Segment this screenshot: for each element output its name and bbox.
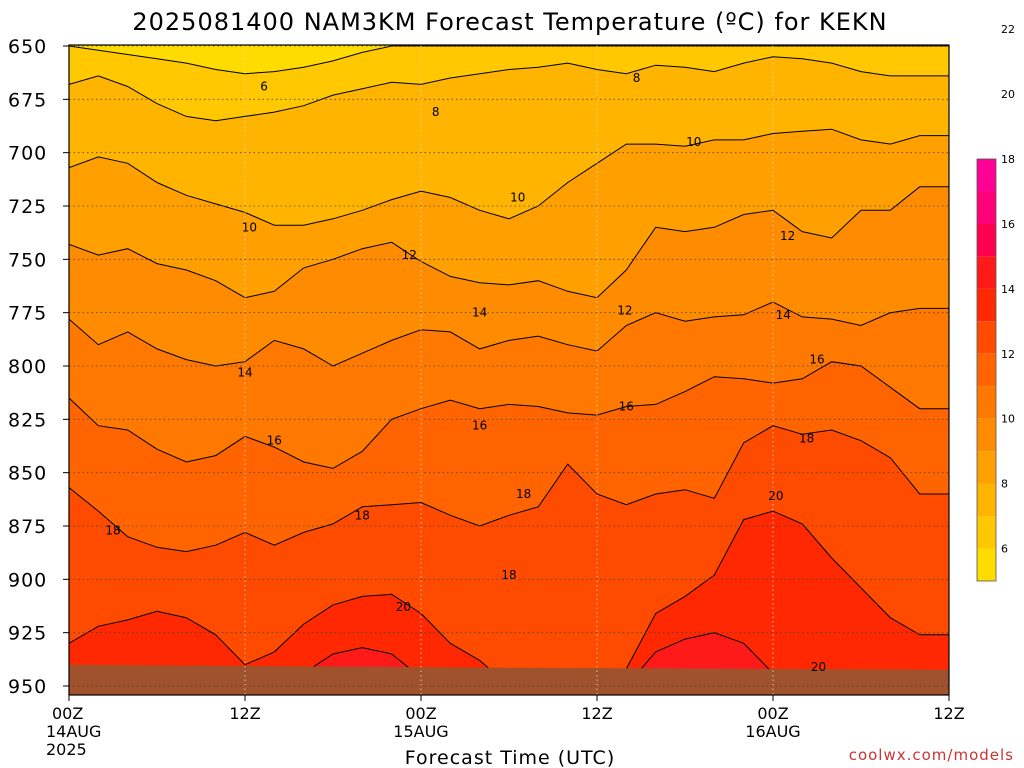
- x-axis-title: Forecast Time (UTC): [405, 747, 615, 768]
- contour-label: 18: [105, 523, 120, 537]
- isotherm-10: [69, 128, 949, 226]
- x-tick-label: 14AUG: [46, 722, 101, 741]
- colorbar-swatch: [977, 288, 996, 322]
- x-tick-label: 00Z: [52, 704, 83, 723]
- y-tick-label: 925: [8, 623, 47, 645]
- contour-label: 12: [402, 248, 417, 262]
- contour-label: 20: [811, 660, 826, 674]
- contour-label: 18: [799, 432, 814, 446]
- contour-label-layer: 6 8 8 10 10 10 12 12 12 14 14 14 16 16 16 16 18 18 18 18 18 2…: [105, 71, 826, 674]
- contour-label: 8: [432, 105, 440, 119]
- plot-frame: [68, 44, 950, 696]
- colorbar-swatch: [977, 483, 996, 517]
- contour-label: 12: [617, 304, 632, 318]
- contour-label: 14: [776, 308, 791, 322]
- colorbar: 681012141618202224: [976, 23, 1015, 582]
- y-axis: 650 675 700 725 750 775 800 825 850 875 900 925 950: [8, 36, 69, 698]
- contour-label: 6: [260, 80, 268, 94]
- contour-label: 14: [237, 365, 252, 379]
- colorbar-swatch: [977, 159, 996, 192]
- y-tick-label: 950: [8, 676, 47, 698]
- colorbar-label: 8: [1001, 478, 1008, 491]
- x-tick-label: 2025: [46, 740, 87, 759]
- contour-label: 10: [510, 191, 525, 205]
- colorbar-label: 10: [1001, 413, 1015, 426]
- y-tick-label: 750: [8, 249, 47, 271]
- x-tick-label: 16AUG: [745, 722, 800, 741]
- contour-label: 20: [768, 489, 783, 503]
- colorbar-swatch: [977, 548, 996, 581]
- grid-layer: [69, 45, 949, 695]
- x-tick-label: 12Z: [581, 704, 612, 723]
- y-tick-label: 650: [8, 36, 47, 58]
- terrain-layer: [69, 664, 949, 695]
- chart-title: 2025081400 NAM3KM Forecast Temperature (…: [132, 8, 887, 36]
- isotherm-18: [69, 425, 949, 553]
- contour-label: 16: [809, 353, 824, 367]
- y-tick-label: 875: [8, 516, 47, 538]
- y-tick-label: 825: [8, 409, 47, 431]
- y-tick-label: 775: [8, 303, 47, 325]
- isotherm-6: [69, 45, 949, 75]
- colorbar-label: 18: [1001, 153, 1015, 166]
- contour-label: 14: [472, 306, 487, 320]
- colorbar-label: 12: [1001, 348, 1015, 361]
- colorbar-swatch: [977, 516, 996, 549]
- x-tick-label: 12Z: [933, 704, 964, 723]
- x-tick-label: 00Z: [757, 704, 788, 723]
- isotherm-14: [69, 301, 949, 367]
- y-tick-label: 850: [8, 463, 47, 485]
- y-tick-label: 675: [8, 89, 47, 111]
- contour-label: 18: [501, 568, 516, 582]
- isotherm-16: [69, 361, 949, 469]
- colorbar-label: 14: [1001, 283, 1015, 296]
- y-tick-label: 800: [8, 356, 47, 378]
- contour-label: 10: [686, 135, 701, 149]
- contour-label: 18: [355, 508, 370, 522]
- contour-label: 10: [242, 220, 257, 234]
- colorbar-swatch: [977, 321, 996, 354]
- contour-label: 12: [780, 229, 795, 243]
- y-tick-label: 700: [8, 143, 47, 165]
- x-tick-label: 00Z: [405, 704, 436, 723]
- x-tick-label: 12Z: [229, 704, 260, 723]
- colorbar-label: 6: [1001, 543, 1008, 556]
- temperature-fill-layer: [69, 45, 949, 695]
- isotherm-12: [69, 186, 949, 299]
- colorbar-swatch: [977, 386, 996, 419]
- y-tick-label: 725: [8, 196, 47, 218]
- x-tick-label: 15AUG: [393, 722, 448, 741]
- terrain-area: [69, 664, 949, 695]
- colorbar-swatch: [977, 418, 996, 452]
- colorbar-label: 20: [1001, 88, 1015, 101]
- colorbar-swatch: [977, 451, 996, 484]
- colorbar-swatch: [977, 191, 996, 224]
- contour-label: 16: [472, 419, 487, 433]
- colorbar-swatch: [977, 223, 996, 257]
- contour-label: 18: [516, 487, 531, 501]
- colorbar-swatch: [977, 353, 996, 387]
- contour-label: 16: [619, 400, 634, 414]
- contour-label: 8: [633, 71, 641, 85]
- contour-label: 20: [396, 600, 411, 614]
- colorbar-label: 22: [1001, 23, 1015, 36]
- isotherm-8: [69, 56, 949, 122]
- colorbar-swatch: [977, 256, 996, 289]
- colorbar-label: 16: [1001, 218, 1015, 231]
- credit-text[interactable]: coolwx.com/models: [849, 746, 1014, 764]
- colorbar-frame: [976, 158, 997, 582]
- y-tick-label: 900: [8, 569, 47, 591]
- contour-label: 16: [267, 434, 282, 448]
